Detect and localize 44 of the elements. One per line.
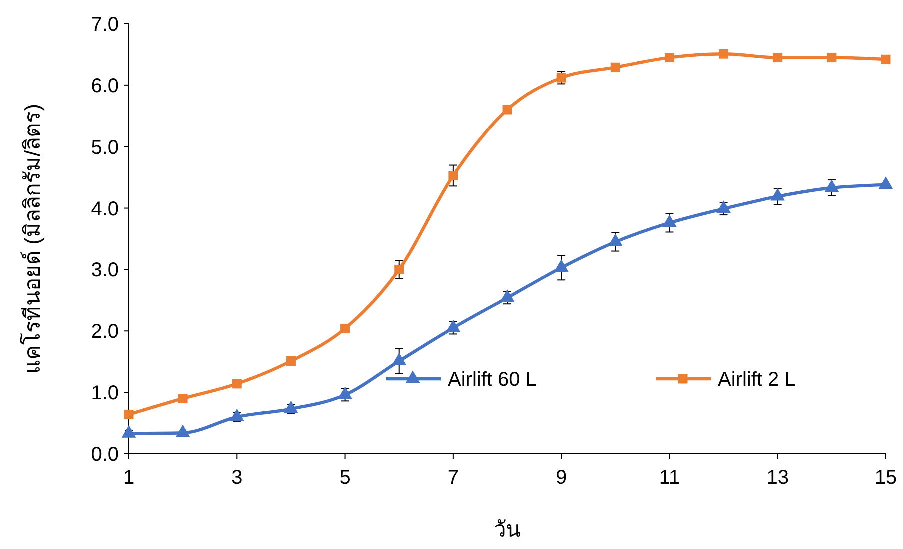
x-tick-label: 13: [766, 467, 789, 489]
point: [878, 176, 894, 190]
point: [176, 424, 190, 438]
point: [610, 62, 620, 72]
y-tick-label: 0.0: [91, 444, 119, 466]
y-tick-label: 7.0: [91, 14, 119, 36]
point: [230, 408, 244, 422]
point: [662, 214, 677, 228]
point: [881, 54, 891, 64]
point: [394, 264, 404, 274]
x-tick-label: 15: [874, 467, 898, 489]
point: [122, 425, 136, 438]
point: [554, 260, 569, 272]
x-tick-label: 7: [448, 467, 459, 489]
point: [608, 234, 623, 246]
point: [448, 170, 458, 180]
point: [824, 180, 840, 192]
y-axis-title: แคโรทีนอยด์ (มิลลิกรัม/ลิตร): [20, 104, 45, 374]
point: [827, 53, 837, 63]
point: [664, 53, 674, 63]
point: [446, 320, 461, 332]
point: [392, 352, 407, 366]
point: [500, 290, 515, 302]
x-tick-label: 3: [232, 467, 243, 489]
point: [338, 386, 352, 400]
x-axis-title: วัน: [494, 517, 521, 542]
legend-label: Airlift 2 L: [718, 369, 796, 391]
y-tick-label: 3.0: [91, 260, 119, 282]
y-tick-label: 1.0: [91, 382, 119, 405]
point: [502, 105, 512, 115]
y-tick-label: 5.0: [91, 136, 119, 159]
point: [719, 49, 729, 59]
point: [773, 53, 783, 63]
x-tick-label: 11: [659, 467, 680, 489]
point: [716, 200, 731, 214]
x-tick-label: 5: [340, 467, 351, 489]
y-tick-label: 4.0: [91, 198, 119, 220]
x-tick-label: 9: [556, 467, 568, 489]
legend-label: Airlift 60 L: [448, 369, 537, 391]
point: [284, 400, 298, 414]
x-tick-label: 1: [123, 467, 135, 489]
y-tick-label: 6.0: [91, 75, 119, 98]
point: [770, 188, 786, 201]
y-tick-label: 2.0: [91, 321, 119, 344]
